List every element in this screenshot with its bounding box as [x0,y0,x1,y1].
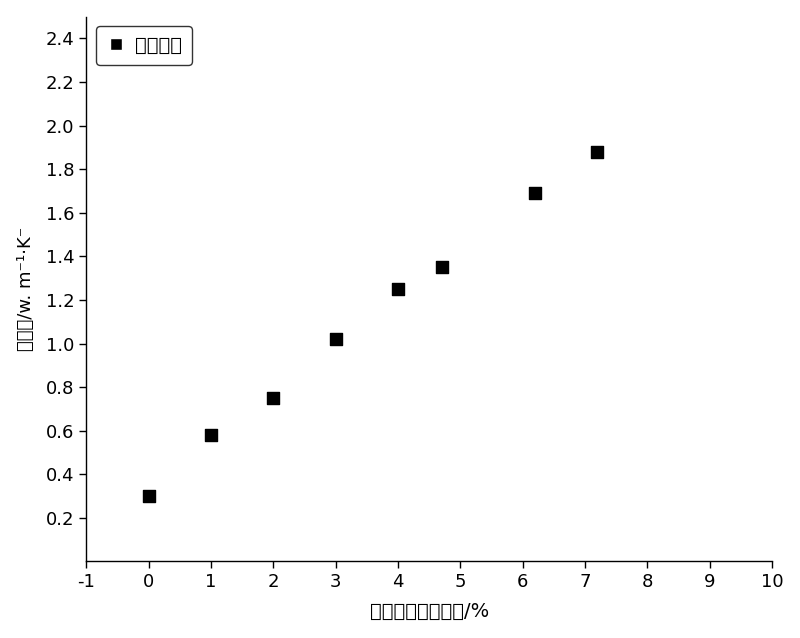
Point [205,430,218,440]
Point [529,188,542,198]
Point [591,147,604,157]
Y-axis label: 热导率/w. m⁻¹·K⁻: 热导率/w. m⁻¹·K⁻ [17,227,34,351]
Point [142,491,155,501]
Point [435,262,448,272]
Point [267,393,280,403]
Point [392,284,405,294]
X-axis label: 膨胀石墨的百分比/%: 膨胀石墨的百分比/% [370,602,489,621]
Legend: 膨胀石墨: 膨胀石墨 [96,26,192,65]
Point [330,334,342,345]
